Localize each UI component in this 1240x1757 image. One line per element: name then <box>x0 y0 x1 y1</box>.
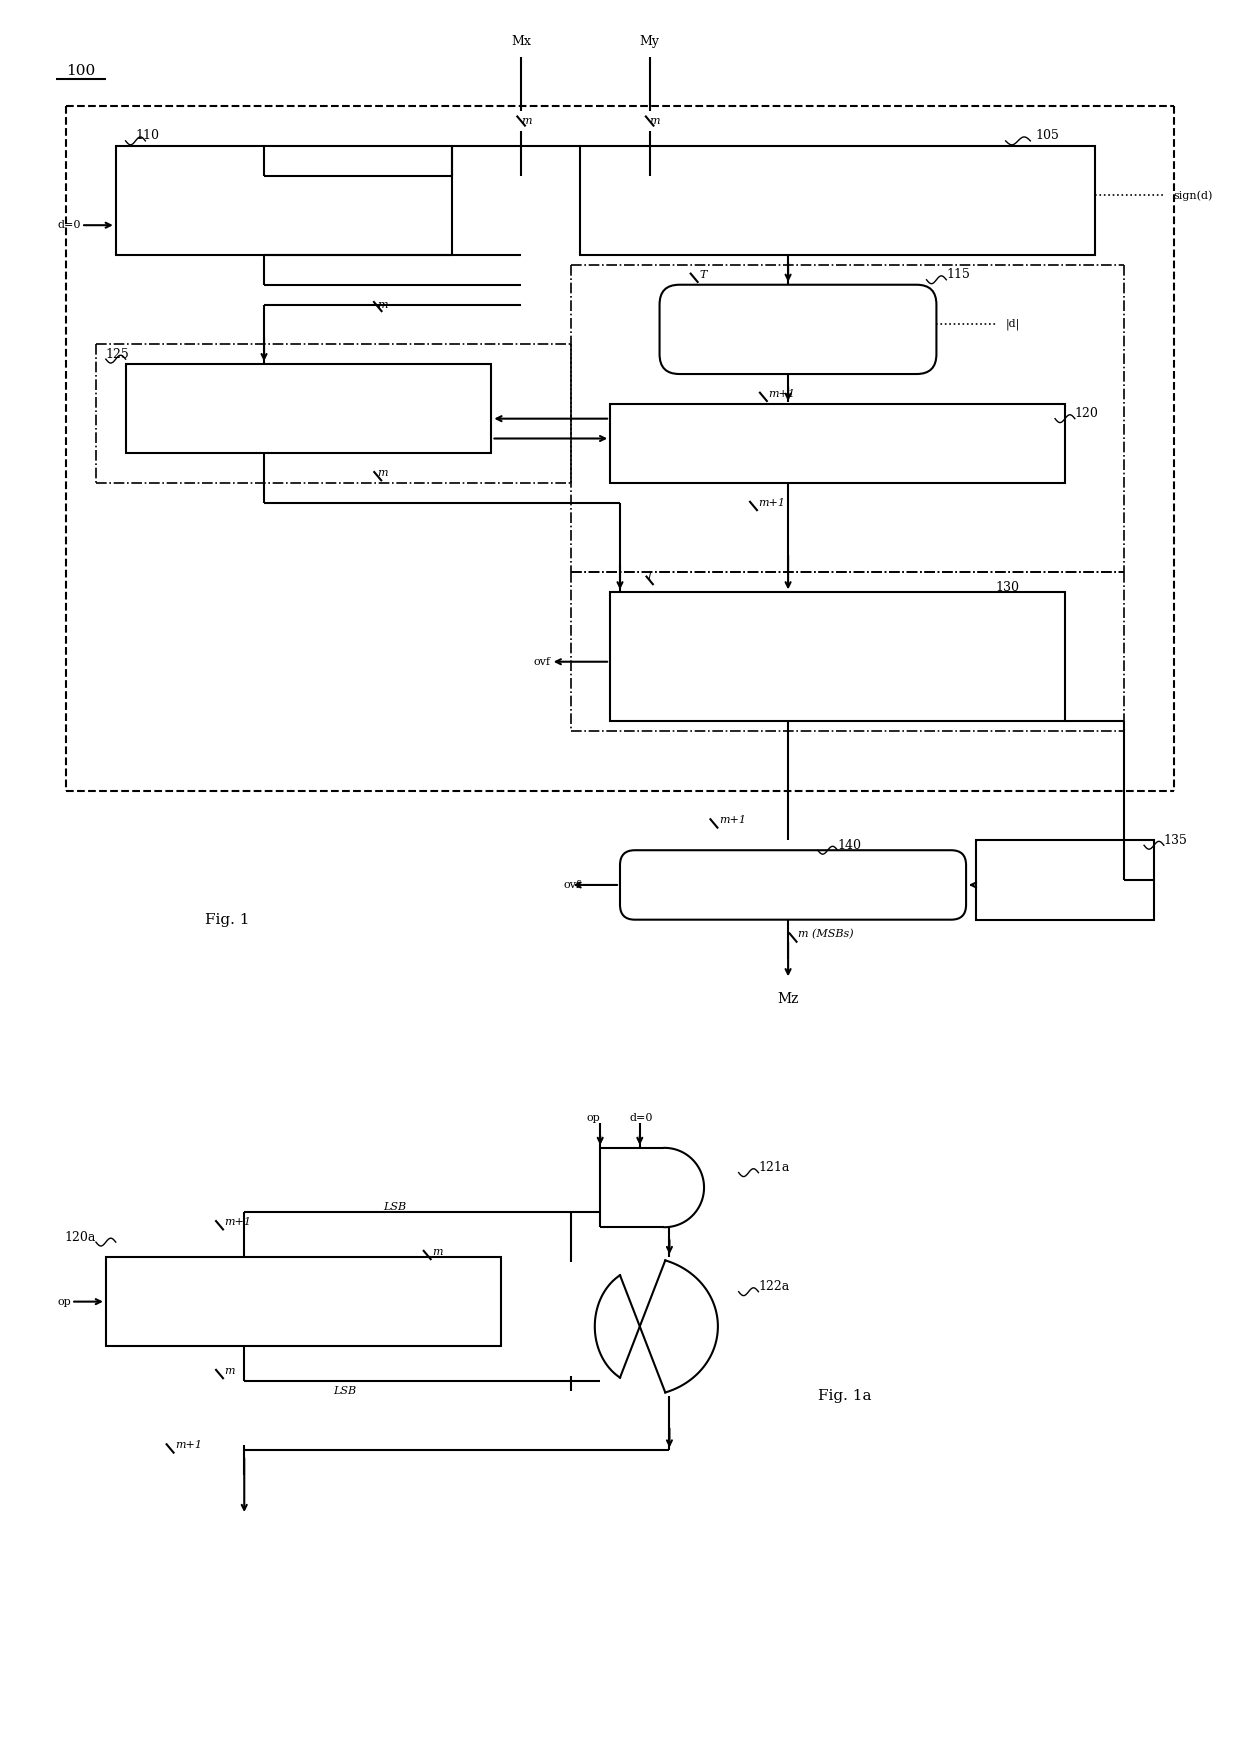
Text: m: m <box>224 1367 236 1376</box>
Text: 125: 125 <box>105 348 129 360</box>
Text: m+1: m+1 <box>175 1441 202 1451</box>
Text: m+1: m+1 <box>719 815 746 826</box>
Text: m (MSBs): m (MSBs) <box>799 929 853 940</box>
Text: ovf: ovf <box>533 657 551 666</box>
Text: ovf: ovf <box>563 880 580 891</box>
Text: m: m <box>650 116 660 127</box>
Text: m: m <box>377 467 388 478</box>
Text: |d|: |d| <box>1006 318 1019 330</box>
Text: Mz: Mz <box>777 993 799 1007</box>
Text: m: m <box>377 300 388 309</box>
FancyBboxPatch shape <box>620 850 966 919</box>
Bar <box>580 146 1095 255</box>
Bar <box>610 404 1065 483</box>
Text: l: l <box>649 573 651 582</box>
Text: 140: 140 <box>837 838 862 852</box>
Text: 115: 115 <box>946 269 970 281</box>
Text: 135: 135 <box>1164 835 1188 847</box>
Text: 120a: 120a <box>64 1230 95 1244</box>
Text: m: m <box>432 1247 443 1256</box>
Text: LSB: LSB <box>334 1386 356 1395</box>
Bar <box>610 592 1065 722</box>
Text: m+1: m+1 <box>224 1218 252 1226</box>
Bar <box>976 840 1154 919</box>
Text: My: My <box>640 35 660 47</box>
Bar <box>115 146 451 255</box>
Text: 121a: 121a <box>759 1161 790 1174</box>
FancyBboxPatch shape <box>660 285 936 374</box>
Bar <box>125 364 491 453</box>
Text: LSB: LSB <box>383 1202 405 1212</box>
Text: m+1: m+1 <box>759 497 785 508</box>
Text: Fig. 1: Fig. 1 <box>205 912 249 926</box>
Text: 120: 120 <box>1075 408 1099 420</box>
Text: T: T <box>699 271 707 279</box>
Text: 105: 105 <box>1035 130 1059 142</box>
Text: 130: 130 <box>996 582 1019 594</box>
Text: m+1: m+1 <box>769 388 795 399</box>
Text: 122a: 122a <box>759 1281 790 1293</box>
Text: op: op <box>587 1114 600 1123</box>
Text: m: m <box>521 116 531 127</box>
Bar <box>105 1256 501 1346</box>
Text: op: op <box>57 1297 71 1307</box>
Text: d=0: d=0 <box>630 1114 653 1123</box>
Text: 100: 100 <box>67 65 95 79</box>
Text: 110: 110 <box>135 130 160 142</box>
Text: sign(d): sign(d) <box>1174 190 1213 200</box>
Text: d=0: d=0 <box>57 220 81 230</box>
Text: Mx: Mx <box>511 35 531 47</box>
Text: Fig. 1a: Fig. 1a <box>817 1388 872 1402</box>
